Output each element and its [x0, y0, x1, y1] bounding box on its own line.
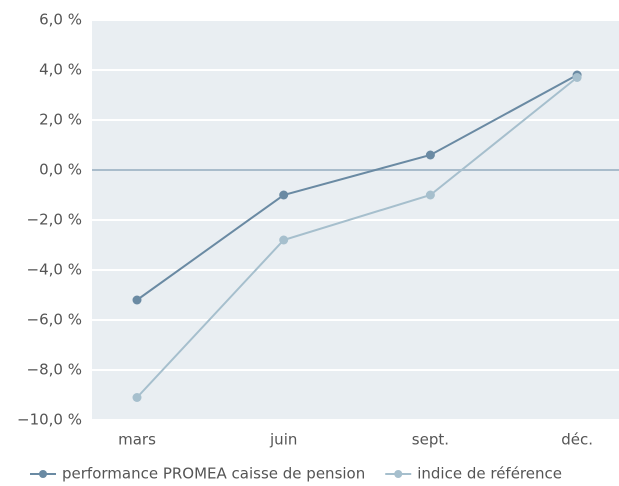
data-point [425, 190, 435, 200]
data-point [279, 190, 289, 200]
y-tick-label: −6,0 % [27, 311, 82, 329]
y-tick-label: −10,0 % [17, 411, 82, 429]
legend-symbol-dot [39, 470, 47, 478]
x-tick-label: déc. [561, 431, 593, 449]
legend-label: performance PROMEA caisse de pension [62, 465, 365, 483]
data-point [132, 295, 142, 305]
data-point [425, 150, 435, 160]
y-tick-label: −2,0 % [27, 211, 82, 229]
data-point [132, 393, 142, 402]
y-tick-label: 6,0 % [39, 11, 82, 29]
series-line [136, 74, 578, 301]
data-point [279, 235, 289, 245]
x-tick-label: juin [269, 431, 297, 449]
legend-symbol-dot [394, 470, 403, 478]
y-tick-label: 0,0 % [39, 161, 82, 179]
x-tick-label: sept. [412, 431, 449, 449]
series-line [136, 76, 578, 399]
y-tick-label: −8,0 % [27, 361, 82, 379]
y-tick-label: 4,0 % [39, 61, 82, 79]
x-tick-label: mars [118, 431, 156, 449]
legend-label: indice de référence [417, 465, 562, 483]
data-point [572, 73, 582, 82]
y-tick-label: −4,0 % [27, 261, 82, 279]
y-tick-label: 2,0 % [39, 111, 82, 129]
